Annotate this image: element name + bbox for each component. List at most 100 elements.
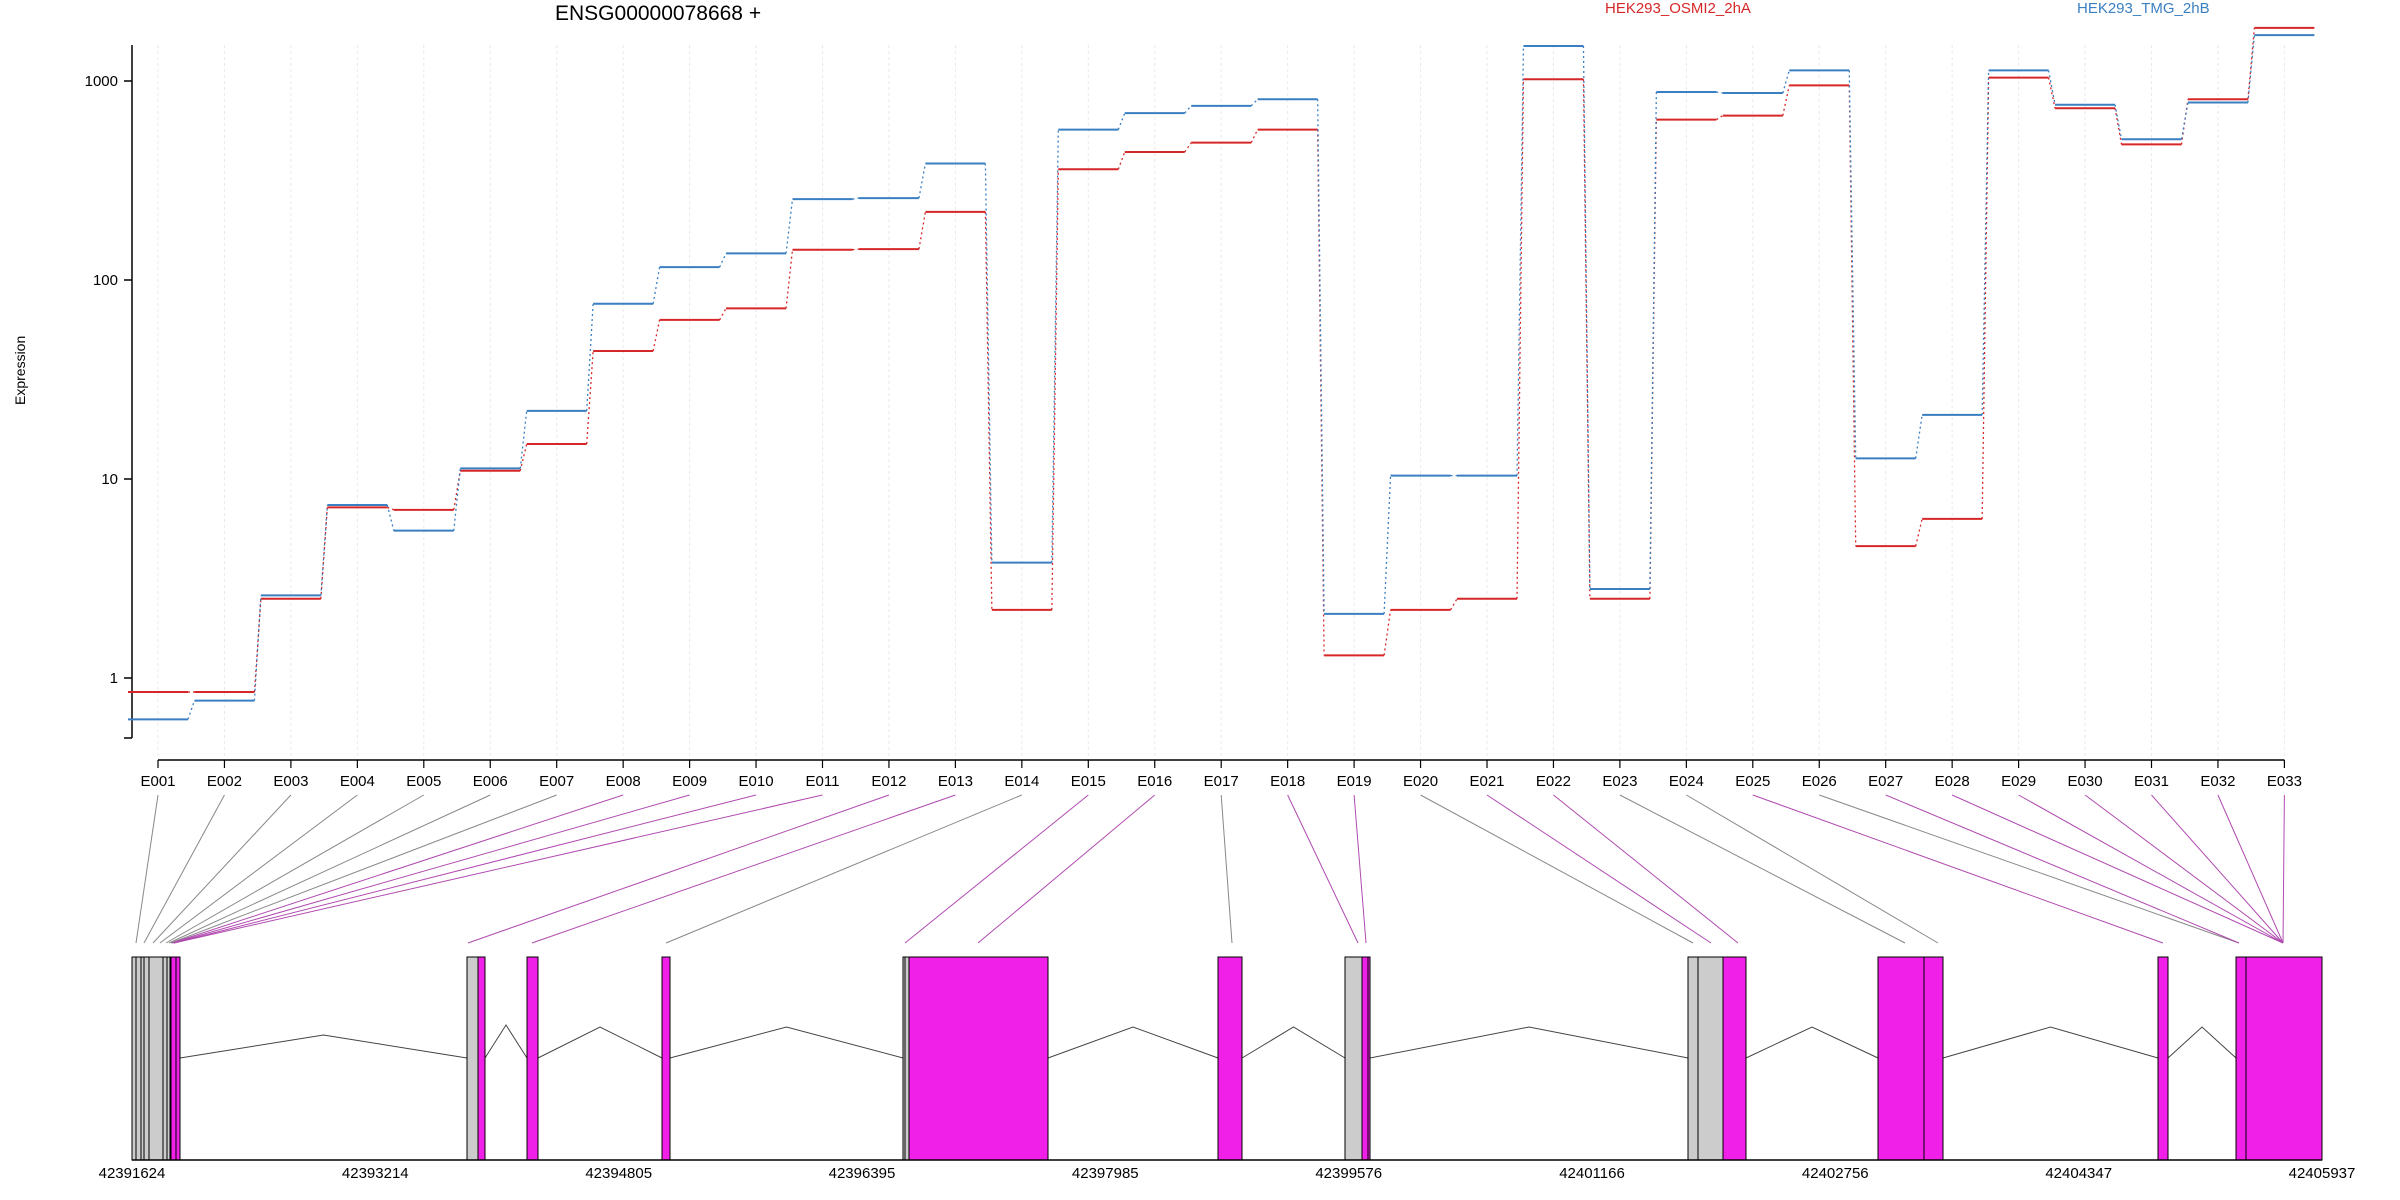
transition-line bbox=[984, 211, 993, 610]
intron-line bbox=[1369, 1026, 1689, 1059]
transition-line bbox=[1117, 112, 1126, 130]
transition-line bbox=[1649, 119, 1657, 599]
transition-line bbox=[187, 700, 196, 720]
noncounted-exon-box bbox=[131, 956, 171, 1161]
x-tick-label: E012 bbox=[871, 773, 906, 790]
exon-box bbox=[1877, 956, 1944, 1161]
connector-line bbox=[1353, 794, 1367, 944]
y-tick-label: 1 bbox=[110, 670, 118, 687]
transition-line bbox=[1782, 85, 1790, 116]
transition-line bbox=[586, 350, 594, 445]
transition-line bbox=[1848, 85, 1857, 547]
transition-line bbox=[1051, 129, 1059, 563]
transition-line bbox=[1981, 77, 1990, 519]
transition-line bbox=[453, 470, 461, 510]
x-tick-label: E007 bbox=[539, 773, 574, 790]
exon-box bbox=[1722, 956, 1747, 1161]
transition-line bbox=[1317, 129, 1325, 656]
transition-line bbox=[1250, 129, 1259, 143]
vertical-gridlines bbox=[157, 45, 2285, 760]
x-tick-label: E011 bbox=[806, 773, 840, 790]
x-tick-label: E018 bbox=[1270, 773, 1305, 790]
transition-line bbox=[1649, 92, 1657, 590]
x-tick-label: E031 bbox=[2134, 773, 2169, 790]
noncounted-exon-box bbox=[1344, 956, 1363, 1161]
connector-line bbox=[159, 794, 358, 944]
connector-line bbox=[1951, 794, 2284, 944]
connector-line bbox=[531, 794, 956, 944]
connector-line bbox=[1752, 794, 2164, 944]
transition-line bbox=[852, 248, 860, 251]
x-tick-label: E019 bbox=[1337, 773, 1372, 790]
transition-line bbox=[1317, 99, 1325, 614]
transition-line bbox=[785, 199, 794, 254]
transition-line bbox=[1582, 79, 1591, 599]
y-tick-label: 10 bbox=[101, 471, 118, 488]
connector-line bbox=[2217, 794, 2284, 944]
transition-line bbox=[1051, 169, 1059, 610]
transition-line bbox=[2247, 27, 2256, 100]
transition-line bbox=[320, 504, 328, 596]
transition-line bbox=[1117, 151, 1126, 170]
connector-line bbox=[1619, 794, 1906, 944]
transition-line bbox=[1848, 70, 1857, 459]
intron-line bbox=[2167, 1026, 2237, 1059]
x-tick-label: E021 bbox=[1469, 773, 1504, 790]
legend-entry-osmi2: HEK293_OSMI2_2hA bbox=[1605, 0, 1751, 17]
transition-line bbox=[1716, 115, 1724, 121]
x-tick-label: E006 bbox=[473, 773, 508, 790]
exon-box bbox=[908, 956, 1049, 1161]
x-tick-label: E030 bbox=[2068, 773, 2103, 790]
connector-line bbox=[172, 794, 690, 944]
x-tick-label: E020 bbox=[1403, 773, 1438, 790]
connector-line bbox=[1287, 794, 1359, 944]
x-tick-label: E027 bbox=[1868, 773, 1903, 790]
connector-line bbox=[173, 794, 823, 944]
coordinate-label: 42394805 bbox=[585, 1165, 652, 1182]
connector-line bbox=[1553, 794, 1739, 944]
x-tick-label: E026 bbox=[1802, 773, 1837, 790]
exon-connector-lines bbox=[135, 794, 2285, 944]
exon-box bbox=[1361, 956, 1371, 1161]
coordinate-label: 42402756 bbox=[1802, 1165, 1869, 1182]
legend-entry-tmg: HEK293_TMG_2hB bbox=[2077, 0, 2210, 17]
transition-line bbox=[918, 211, 927, 250]
x-tick-label: E014 bbox=[1004, 773, 1039, 790]
x-tick-label: E016 bbox=[1137, 773, 1172, 790]
noncounted-exon-box bbox=[1687, 956, 1724, 1161]
intron-line bbox=[1047, 1026, 1219, 1059]
connector-line bbox=[170, 794, 557, 944]
exon-box bbox=[526, 956, 539, 1161]
x-tick-label: E003 bbox=[273, 773, 308, 790]
connector-line bbox=[2084, 794, 2284, 944]
x-tick-label: E025 bbox=[1735, 773, 1770, 790]
exon-box bbox=[661, 956, 671, 1161]
connector-line bbox=[171, 794, 624, 944]
connector-line bbox=[2282, 794, 2285, 944]
connector-line bbox=[1885, 794, 2240, 944]
connector-line bbox=[168, 794, 491, 944]
transition-line bbox=[453, 468, 461, 531]
transition-line bbox=[2114, 104, 2123, 140]
connector-line bbox=[467, 794, 890, 944]
connector-line bbox=[135, 794, 159, 944]
y-tick-label: 100 bbox=[93, 272, 118, 289]
x-tick-label: E033 bbox=[2267, 773, 2302, 790]
exon-box bbox=[1217, 956, 1243, 1161]
transition-line bbox=[1716, 91, 1723, 94]
y-axis-label: Expression bbox=[12, 335, 28, 405]
transition-line bbox=[2180, 102, 2189, 140]
transition-line bbox=[1915, 414, 1923, 459]
intron-line bbox=[1241, 1026, 1346, 1059]
connector-line bbox=[977, 794, 1156, 944]
transition-line bbox=[2247, 35, 2256, 103]
x-tick-label: E013 bbox=[938, 773, 973, 790]
connector-line bbox=[152, 794, 292, 944]
x-tick-label: E032 bbox=[2200, 773, 2235, 790]
connector-line bbox=[1420, 794, 1694, 944]
coordinate-label: 42396395 bbox=[829, 1165, 896, 1182]
x-ticks: E001 E002 E003 E004 E005 E006 E007 E008 E009 E010… bbox=[140, 760, 2302, 790]
transition-line bbox=[984, 163, 993, 563]
transition-line bbox=[918, 163, 927, 199]
